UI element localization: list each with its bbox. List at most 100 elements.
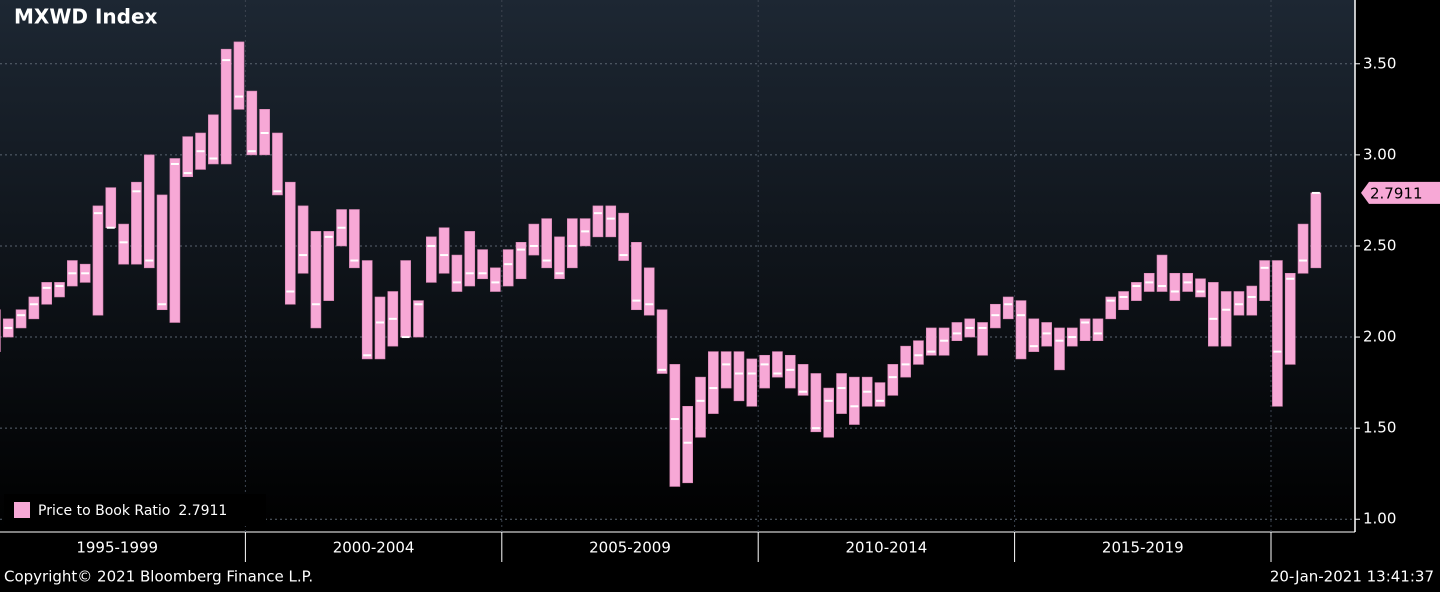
bar bbox=[797, 364, 809, 396]
legend-box bbox=[4, 494, 266, 526]
x-period-label: 2000-2004 bbox=[333, 539, 415, 557]
bar bbox=[208, 114, 219, 165]
bar bbox=[246, 90, 258, 156]
bar bbox=[54, 282, 65, 298]
bar bbox=[977, 322, 988, 356]
bar bbox=[823, 387, 835, 438]
legend-label: Price to Book Ratio bbox=[38, 503, 170, 519]
bar bbox=[15, 309, 27, 329]
last-value-tag bbox=[1361, 181, 1440, 204]
bar bbox=[233, 41, 245, 110]
bar bbox=[887, 364, 899, 396]
bar bbox=[272, 132, 283, 196]
bar bbox=[528, 223, 540, 256]
bar bbox=[297, 205, 309, 274]
bar bbox=[28, 296, 40, 320]
bar bbox=[1284, 272, 1296, 365]
last-value-label: 2.7911 bbox=[1370, 184, 1423, 202]
footer-timestamp: 20-Jan-2021 13:41:37 bbox=[1270, 568, 1434, 586]
bar bbox=[374, 296, 386, 360]
bar bbox=[41, 282, 52, 305]
bar bbox=[951, 322, 963, 341]
axes: 1.00 1.50 2.00 2.50 3.00 3.50 1995-1999 2000-20… bbox=[76, 54, 1440, 562]
bar bbox=[1002, 296, 1014, 320]
bar bbox=[1195, 278, 1206, 298]
bar bbox=[182, 136, 194, 178]
bar bbox=[220, 48, 232, 165]
bar bbox=[118, 223, 129, 265]
bar bbox=[708, 351, 719, 414]
legend: Price to Book Ratio 2.7911 bbox=[4, 494, 266, 526]
bar bbox=[92, 205, 104, 316]
bar bbox=[836, 373, 847, 414]
bar bbox=[451, 254, 463, 292]
bar bbox=[490, 267, 501, 292]
bar bbox=[784, 354, 796, 389]
bar bbox=[515, 242, 527, 280]
bar bbox=[643, 267, 655, 316]
bar bbox=[1156, 254, 1168, 292]
bar bbox=[733, 351, 745, 402]
y-tick-label: 2.50 bbox=[1363, 236, 1396, 254]
bar bbox=[759, 354, 770, 389]
bar bbox=[438, 227, 450, 274]
bar bbox=[1246, 285, 1258, 316]
bar bbox=[849, 376, 860, 425]
bar bbox=[1028, 318, 1040, 352]
bar bbox=[720, 351, 732, 389]
bar bbox=[464, 231, 476, 287]
y-tick-label: 3.50 bbox=[1363, 54, 1396, 72]
bar bbox=[656, 309, 668, 374]
bar bbox=[1259, 260, 1270, 301]
bar bbox=[605, 205, 617, 238]
bar bbox=[131, 181, 142, 265]
bar bbox=[1054, 327, 1065, 371]
bar bbox=[323, 231, 335, 301]
footer-copyright: Copyright© 2021 Bloomberg Finance L.P. bbox=[4, 568, 313, 586]
bar bbox=[669, 364, 681, 487]
bar bbox=[425, 236, 437, 283]
bar bbox=[413, 300, 424, 338]
bar bbox=[105, 187, 117, 229]
bar bbox=[1208, 282, 1219, 347]
x-period-label: 2015-2019 bbox=[1102, 539, 1184, 557]
bar bbox=[1297, 223, 1309, 274]
bar bbox=[1105, 296, 1117, 320]
bar bbox=[772, 351, 783, 378]
bar bbox=[810, 373, 822, 433]
bar bbox=[169, 158, 181, 323]
bar bbox=[1079, 318, 1091, 341]
bar bbox=[554, 236, 565, 280]
x-period-label: 2005-2009 bbox=[589, 539, 671, 557]
bar bbox=[1015, 300, 1027, 360]
bar bbox=[1272, 260, 1283, 407]
x-period-label: 2010-2014 bbox=[846, 539, 928, 557]
legend-swatch bbox=[14, 502, 30, 518]
y-tick-label: 1.50 bbox=[1363, 419, 1396, 437]
bars bbox=[0, 41, 1322, 487]
bar bbox=[746, 358, 758, 407]
y-tick-label: 1.00 bbox=[1363, 510, 1396, 528]
bar bbox=[925, 327, 937, 356]
bar bbox=[874, 382, 886, 407]
y-tick-label: 3.00 bbox=[1363, 145, 1396, 163]
x-period-label: 1995-1999 bbox=[76, 539, 158, 557]
bar bbox=[143, 154, 155, 269]
bar bbox=[682, 405, 693, 484]
bar bbox=[618, 212, 629, 261]
y-tick-label: 2.00 bbox=[1363, 328, 1396, 346]
bar bbox=[541, 218, 552, 269]
bar bbox=[361, 260, 373, 360]
bar bbox=[1169, 272, 1181, 301]
bar bbox=[695, 376, 706, 438]
bar bbox=[1118, 291, 1129, 311]
legend-value: 2.7911 bbox=[178, 503, 227, 519]
bar bbox=[284, 181, 296, 305]
bar bbox=[1131, 282, 1142, 301]
bar bbox=[631, 242, 642, 311]
bar bbox=[567, 218, 578, 269]
bar bbox=[592, 205, 604, 238]
bar bbox=[900, 345, 911, 378]
bar bbox=[310, 231, 322, 329]
